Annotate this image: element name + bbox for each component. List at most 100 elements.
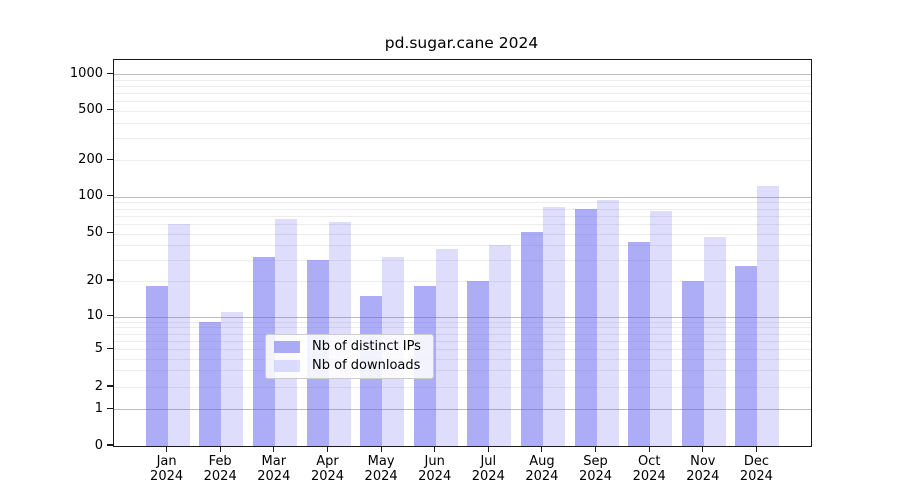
- x-tick: [434, 446, 436, 452]
- bar-ips-oct: [628, 241, 651, 446]
- minor-gridline: [114, 208, 811, 210]
- y-tick-label: 10: [86, 308, 103, 324]
- bar-ips-mar: [252, 256, 275, 446]
- distinct-ips-swatch-icon: [274, 341, 300, 353]
- y-tick-label: 50: [86, 225, 103, 241]
- x-tick-month: Nov: [690, 454, 716, 469]
- x-tick-month: Sep: [583, 454, 608, 469]
- minor-gridline: [114, 321, 811, 323]
- x-tick-year: 2024: [203, 469, 237, 484]
- minor-gridline: [114, 122, 811, 124]
- x-tick-year: 2024: [525, 469, 559, 484]
- minor-gridline: [114, 245, 811, 247]
- x-tick-month: Jun: [424, 454, 445, 469]
- bar-ips-aug: [520, 231, 543, 446]
- bar-ips-jul: [467, 281, 490, 446]
- x-tick-label: Jul 2024: [458, 454, 518, 484]
- major-gridline: [114, 409, 811, 411]
- major-gridline: [114, 196, 811, 198]
- x-tick-month: May: [367, 454, 395, 469]
- y-tick: [107, 279, 113, 281]
- minor-gridline: [114, 358, 811, 360]
- minor-gridline: [114, 370, 811, 372]
- major-gridline: [114, 74, 811, 76]
- bar-downloads-oct: [650, 210, 673, 446]
- x-tick-label: Apr 2024: [298, 454, 358, 484]
- x-tick: [702, 446, 704, 452]
- x-tick: [594, 446, 597, 452]
- x-tick-month: Jul: [480, 454, 497, 469]
- y-tick-label: 2: [94, 378, 103, 394]
- x-tick-year: 2024: [364, 469, 398, 484]
- y-tick: [107, 407, 113, 409]
- y-tick: [107, 109, 113, 111]
- x-tick-month: Mar: [261, 454, 287, 469]
- x-tick: [326, 446, 329, 452]
- y-tick: [107, 315, 113, 317]
- legend-label: Nb of distinct IPs: [312, 339, 421, 354]
- y-tick-label: 5: [94, 340, 103, 356]
- minor-gridline: [114, 86, 811, 88]
- x-tick: [219, 446, 221, 452]
- y-tick: [107, 158, 113, 160]
- bar-downloads-feb: [221, 311, 244, 446]
- minor-gridline: [114, 333, 811, 335]
- minor-gridline: [114, 224, 811, 225]
- y-tick: [107, 385, 113, 387]
- major-gridline: [114, 316, 811, 318]
- x-tick-year: 2024: [150, 469, 184, 484]
- bar-downloads-dec: [757, 185, 780, 446]
- legend-item: Nb of downloads: [274, 359, 421, 373]
- x-tick: [487, 446, 489, 452]
- x-tick-year: 2024: [686, 469, 720, 484]
- y-tick: [107, 195, 113, 197]
- minor-gridline: [114, 260, 811, 262]
- y-tick-label: 1000: [69, 65, 103, 81]
- minor-gridline: [114, 281, 811, 282]
- x-tick: [273, 446, 275, 452]
- x-tick-label: May 2024: [351, 454, 411, 484]
- legend-item: Nb of distinct IPs: [274, 340, 421, 354]
- x-tick-label: Mar 2024: [244, 454, 304, 484]
- x-tick-label: Oct 2024: [619, 454, 679, 484]
- x-tick-year: 2024: [632, 469, 666, 484]
- x-tick-label: Nov 2024: [673, 454, 733, 484]
- minor-gridline: [114, 138, 811, 140]
- minor-gridline: [114, 233, 811, 235]
- x-tick-year: 2024: [471, 469, 505, 484]
- y-tick: [107, 444, 113, 446]
- bar-downloads-jan: [167, 224, 190, 446]
- bar-ips-feb: [199, 321, 222, 446]
- plot-area: [113, 59, 812, 447]
- x-tick: [380, 446, 382, 452]
- y-tick: [107, 347, 113, 349]
- x-tick-label: Feb 2024: [190, 454, 250, 484]
- bar-downloads-sep: [596, 199, 619, 446]
- y-tick-label: 500: [78, 102, 103, 118]
- y-tick-label: 200: [78, 151, 103, 167]
- x-tick-year: 2024: [257, 469, 291, 484]
- minor-gridline: [114, 202, 811, 204]
- bar-ips-jan: [145, 286, 168, 446]
- bar-downloads-aug: [542, 206, 565, 446]
- x-tick-year: 2024: [310, 469, 345, 484]
- minor-gridline: [114, 110, 811, 112]
- minor-gridline: [114, 79, 811, 81]
- bar-downloads-jul: [489, 245, 512, 446]
- bar-downloads-jun: [435, 249, 458, 446]
- bar-ips-nov: [681, 281, 704, 446]
- y-tick-label: 1: [94, 400, 103, 416]
- x-tick-label: Jun 2024: [405, 454, 465, 484]
- minor-gridline: [114, 387, 811, 388]
- x-tick: [166, 446, 168, 452]
- x-tick: [755, 446, 757, 452]
- x-tick-month: Feb: [208, 454, 232, 469]
- legend-label: Nb of downloads: [312, 358, 421, 373]
- x-tick-label: Jan 2024: [137, 454, 197, 484]
- x-tick-label: Dec 2024: [726, 454, 786, 484]
- y-tick-label: 20: [86, 272, 103, 288]
- x-tick-label: Sep 2024: [566, 454, 626, 484]
- x-tick-label: Aug 2024: [512, 454, 572, 484]
- chart-title: pd.sugar.cane 2024: [384, 34, 539, 52]
